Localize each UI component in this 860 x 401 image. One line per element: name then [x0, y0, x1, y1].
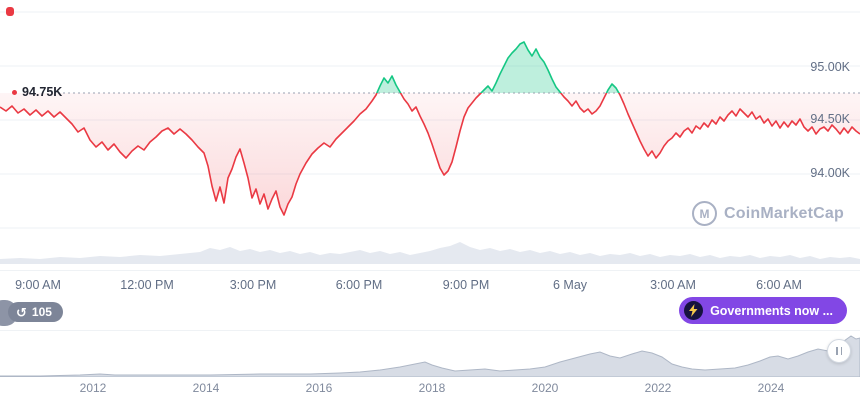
price-line-red: [0, 93, 860, 216]
time-label: 3:00 AM: [650, 278, 696, 292]
price-area-below-baseline: [0, 93, 860, 215]
range-handle[interactable]: [827, 339, 851, 363]
volume-area: [0, 242, 860, 264]
coinmarketcap-logo-icon: M: [692, 201, 718, 226]
history-clock-icon: ↺: [16, 304, 27, 320]
mini-chart-svg: [0, 335, 860, 377]
history-count-badge[interactable]: ↺ 105: [8, 302, 63, 322]
time-label: 12:00 PM: [120, 278, 174, 292]
date-range-selector[interactable]: [0, 330, 860, 377]
time-label: 9:00 AM: [15, 278, 61, 292]
time-label: 6:00 AM: [756, 278, 802, 292]
year-axis: 2012 2014 2016 2018 2020 2022 2024: [0, 376, 860, 401]
baseline-price-text: 94.75K: [22, 85, 63, 99]
red-price-dot-icon: [12, 89, 17, 95]
year-label: 2016: [305, 381, 333, 395]
year-label: 2022: [644, 381, 672, 395]
baseline-price-label: 94.75K: [12, 85, 62, 99]
year-label: 2018: [418, 381, 446, 395]
year-label: 2014: [192, 381, 220, 395]
y-axis-label-95k: 95.00K: [810, 60, 850, 74]
coinmarketcap-watermark: M CoinMarketCap: [692, 201, 844, 226]
watermark-text: CoinMarketCap: [724, 204, 844, 222]
live-price-dot: [6, 7, 14, 16]
year-label: 2024: [757, 381, 785, 395]
announcement-button[interactable]: Governments now ...: [679, 297, 847, 324]
time-axis: 9:00 AM 12:00 PM 3:00 PM 6:00 PM 9:00 PM…: [0, 270, 860, 298]
year-label: 2020: [531, 381, 559, 395]
y-axis-label-94k: 94.00K: [810, 166, 850, 180]
time-label: 9:00 PM: [442, 278, 490, 292]
announcement-text: Governments now ...: [710, 303, 833, 318]
history-count: 105: [31, 305, 52, 319]
main-chart[interactable]: 94.75K 95.00K 94.50K 94.00K M CoinMarket…: [0, 0, 860, 268]
time-label: 3:00 PM: [229, 278, 277, 292]
lightning-icon: [684, 301, 704, 320]
year-label: 2012: [79, 381, 107, 395]
history-mini-area: [0, 335, 860, 377]
time-label: 6 May: [552, 278, 588, 292]
y-axis-label-94-5k: 94.50K: [810, 112, 850, 126]
main-chart-svg: [0, 11, 860, 264]
time-label: 6:00 PM: [335, 278, 383, 292]
